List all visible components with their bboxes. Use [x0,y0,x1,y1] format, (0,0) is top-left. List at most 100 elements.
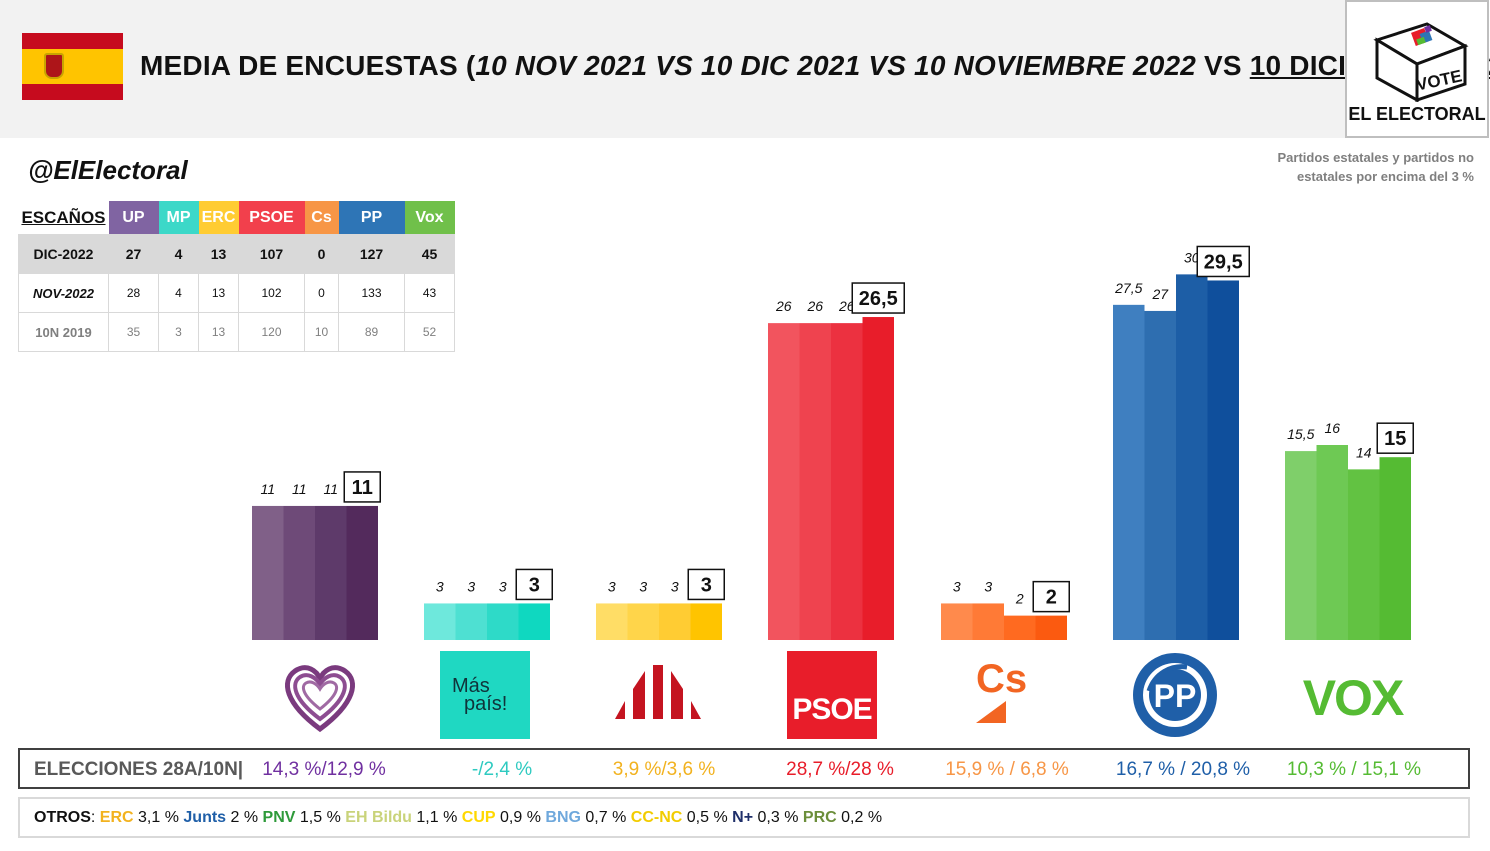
otros-label: OTROS [34,809,91,826]
bar-value-label: 11 [260,481,275,497]
seats-party-cs: Cs [304,201,339,235]
bar-erc-4 [690,603,722,640]
election-result-pp: 16,7 % / 20,8 % [1115,759,1251,780]
bar-value-label: 26,5 [859,288,898,310]
el-electoral-logo: VOTE EL ELECTORAL [1345,0,1489,138]
seat-cell: 120 [238,312,305,352]
current-value-box [1196,245,1250,278]
otros-party: Junts [183,809,227,826]
bar-value-label: 3 [499,578,507,594]
bar-value-label: 11 [323,481,338,497]
seat-cell: 13 [198,312,239,352]
seats-party-vox: Vox [404,201,455,235]
otros-value: 1,5 % [299,809,341,826]
otros-value: 0,7 % [585,809,627,826]
twitter-handle: @ElElectoral [28,155,188,185]
election-result-erc: 3,9 %/3,6 % [612,759,716,780]
ballot-box-icon: VOTE [1373,22,1469,102]
vox-logo-text: VOX [1302,670,1405,726]
bar-value-label: 27 [1151,286,1169,302]
pp-circle-icon [1133,653,1217,737]
bar-value-label: 26 [838,298,855,314]
otros-value: 1,1 % [416,809,458,826]
otros-value: 0,3 % [757,809,799,826]
bar-vox-4 [1379,457,1411,640]
otros-party: N+ [732,809,754,826]
current-value-box [343,471,381,503]
mas-pais-logo: Más país! [440,651,530,739]
mas-pais-text: Más país! [452,675,508,715]
bar-value-label: 26 [806,298,823,314]
otros-value: 0,2 % [841,809,883,826]
seat-cell: 45 [404,234,455,274]
bar-pp-1 [1113,304,1145,640]
seats-row-dic-2022: DIC-2022 27 4 13 107 0 127 45 [18,234,455,274]
bar-cs-2 [972,603,1004,640]
bar-up-1 [252,505,284,640]
seat-cell: 52 [404,312,455,352]
seat-cell: 35 [108,312,159,352]
pp-logo-text: PP [1153,678,1197,714]
otros-value: 0,9 % [500,809,541,826]
current-value-box [851,282,905,314]
seat-cell: 28 [108,273,159,313]
podemos-heart-icon [285,665,355,733]
current-value-box [515,568,553,601]
bar-psoe-4 [862,317,894,640]
otros-party: CUP [461,809,496,826]
otros-value: 3,1 % [138,809,179,826]
erc-logo [613,651,703,739]
seats-party-psoe: PSOE [238,201,305,235]
bar-value-label: 3 [701,574,712,596]
otros-party: PNV [262,809,296,826]
vox-logo: VOX [1295,651,1410,739]
bar-vox-1 [1285,451,1317,640]
seat-cell: 3 [158,312,199,352]
bar-up-4 [346,505,378,640]
bar-mp-3 [487,603,519,640]
election-result-mp: -/2,4 % [471,759,533,780]
bar-value-label: 16 [1324,420,1340,436]
psoe-logo-text: PSOE [792,693,872,726]
spain-flag-icon [22,33,123,100]
current-value-box [1376,422,1414,454]
bar-cs-1 [941,603,973,640]
bar-pp-4 [1207,280,1239,640]
footnote: Partidos estatales y partidos no estatal… [1277,150,1474,184]
seat-cell: 127 [338,234,405,274]
bar-value-label: 29,5 [1204,251,1243,273]
bar-cs-3 [1004,615,1036,640]
bar-vox-3 [1348,469,1380,640]
seat-cell: 43 [404,273,455,313]
bar-erc-1 [596,603,628,640]
bar-value-label: 11 [292,481,307,497]
otros-party: ERC [99,809,134,826]
election-result-vox: 10,3 % / 15,1 % [1286,759,1422,780]
current-value-box [1032,580,1070,613]
otros-party: EH Bildu [345,809,412,826]
bar-psoe-2 [799,323,831,640]
otros-value: 2 % [230,809,259,826]
seat-cell: 102 [238,273,305,313]
bar-value-label: 14 [1356,444,1372,460]
bar-erc-2 [627,603,659,640]
podemos-logo [275,651,365,739]
seats-party-up: UP [108,201,159,235]
bar-value-label: 2 [1015,591,1024,607]
seats-table-header: ESCAÑOS UP MP ERC PSOE Cs PP Vox [18,201,455,235]
bar-value-label: 27,5 [1114,280,1142,296]
otros-line: OTROS: ERC 3,1 % Junts 2 % PNV 1,5 % EH … [34,809,883,826]
pp-logo: PP [1131,651,1221,739]
otros-bar: OTROS: ERC 3,1 % Junts 2 % PNV 1,5 % EH … [18,797,1470,838]
seat-cell: 89 [338,312,405,352]
seat-cell: 133 [338,273,405,313]
elections-label: ELECCIONES 28A/10N| [34,759,244,780]
seat-cell: 0 [304,273,339,313]
seat-cell: 10 [304,312,339,352]
bar-pp-3 [1176,274,1208,640]
seats-table: ESCAÑOS UP MP ERC PSOE Cs PP Vox DIC-202… [18,201,455,352]
bar-value-label: 3 [467,578,475,594]
row-label: 10N 2019 [18,312,109,352]
seat-cell: 4 [158,234,199,274]
